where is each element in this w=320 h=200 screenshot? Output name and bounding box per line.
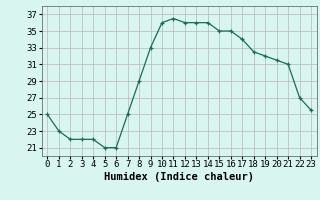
X-axis label: Humidex (Indice chaleur): Humidex (Indice chaleur) bbox=[104, 172, 254, 182]
